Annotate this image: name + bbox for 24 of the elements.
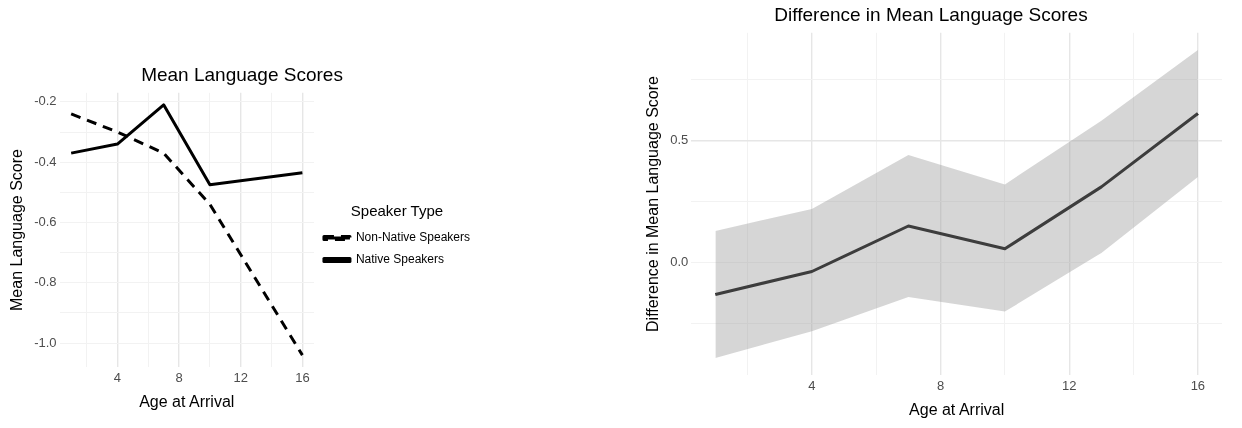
y-tick-label: 0.0 bbox=[670, 254, 689, 270]
y-tick-label: -0.6 bbox=[34, 214, 57, 230]
x-tick-label: 4 bbox=[113, 369, 122, 385]
x-tick-label: 16 bbox=[1190, 377, 1206, 393]
legend-label: Non-Native Speakers bbox=[355, 230, 471, 245]
y-tick-label: 0.5 bbox=[670, 131, 689, 147]
x-tick-label: 12 bbox=[233, 369, 248, 385]
x-tick-label: 4 bbox=[808, 377, 816, 393]
y-tick-label: -1.0 bbox=[34, 334, 57, 350]
y-tick-label: -0.8 bbox=[34, 274, 57, 290]
x-tick-label: 8 bbox=[936, 377, 945, 393]
x-axis-title: Age at Arrival bbox=[909, 400, 1005, 418]
x-tick-label: 12 bbox=[1061, 377, 1077, 393]
y-tick-label: -0.4 bbox=[34, 153, 57, 169]
chart-title: Difference in Mean Language Scores bbox=[774, 3, 1088, 25]
x-axis-title: Age at Arrival bbox=[139, 392, 235, 410]
chart-title: Mean Language Scores bbox=[141, 63, 343, 85]
y-axis-title: Mean Language Score bbox=[8, 148, 26, 311]
legend-title: Speaker Type bbox=[350, 201, 444, 219]
y-tick-label: -0.2 bbox=[34, 93, 57, 109]
y-axis-title: Difference in Mean Language Score bbox=[644, 75, 662, 332]
legend-label: Native Speakers bbox=[355, 252, 444, 267]
x-tick-label: 16 bbox=[295, 369, 310, 385]
x-tick-label: 8 bbox=[175, 369, 183, 385]
